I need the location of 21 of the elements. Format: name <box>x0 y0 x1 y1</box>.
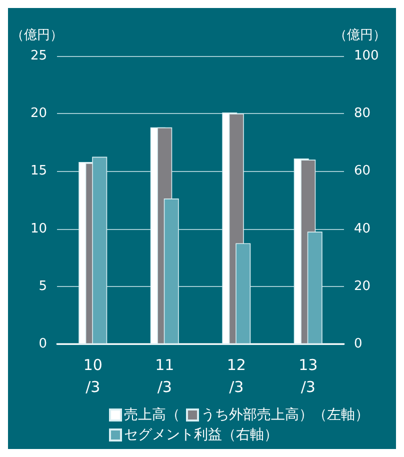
y-tick-label: 25 <box>30 48 47 64</box>
y-tick-label: 20 <box>30 106 47 122</box>
y-tick-label: 15 <box>30 164 47 179</box>
y-tick-label: 0 <box>38 336 47 352</box>
y2-tick-label: 60 <box>354 164 371 179</box>
y2-tick-label: 80 <box>354 106 371 122</box>
x-tick-label: 10 /3 <box>83 356 102 396</box>
x-tick-label: 11 /3 <box>155 356 174 396</box>
y2-axis-title: （億円） <box>334 28 386 43</box>
x-tick-label: 12 /3 <box>226 356 246 396</box>
x-tick-label: 13 /3 <box>298 356 318 396</box>
y-tick-label: 10 <box>30 221 47 236</box>
legend-label: 売上高（ <box>124 407 180 423</box>
y-axis-title: （億円） <box>11 28 63 43</box>
y2-tick-label: 20 <box>354 278 371 294</box>
y2-tick-label: 0 <box>354 336 362 352</box>
y2-tick-label: 40 <box>354 221 371 236</box>
y2-tick-label: 100 <box>354 48 379 64</box>
y-tick-label: 5 <box>38 278 47 294</box>
legend-label: うち外部売上高）（左軸） <box>201 407 369 423</box>
legend-label: セグメント利益（右軸） <box>124 427 278 443</box>
